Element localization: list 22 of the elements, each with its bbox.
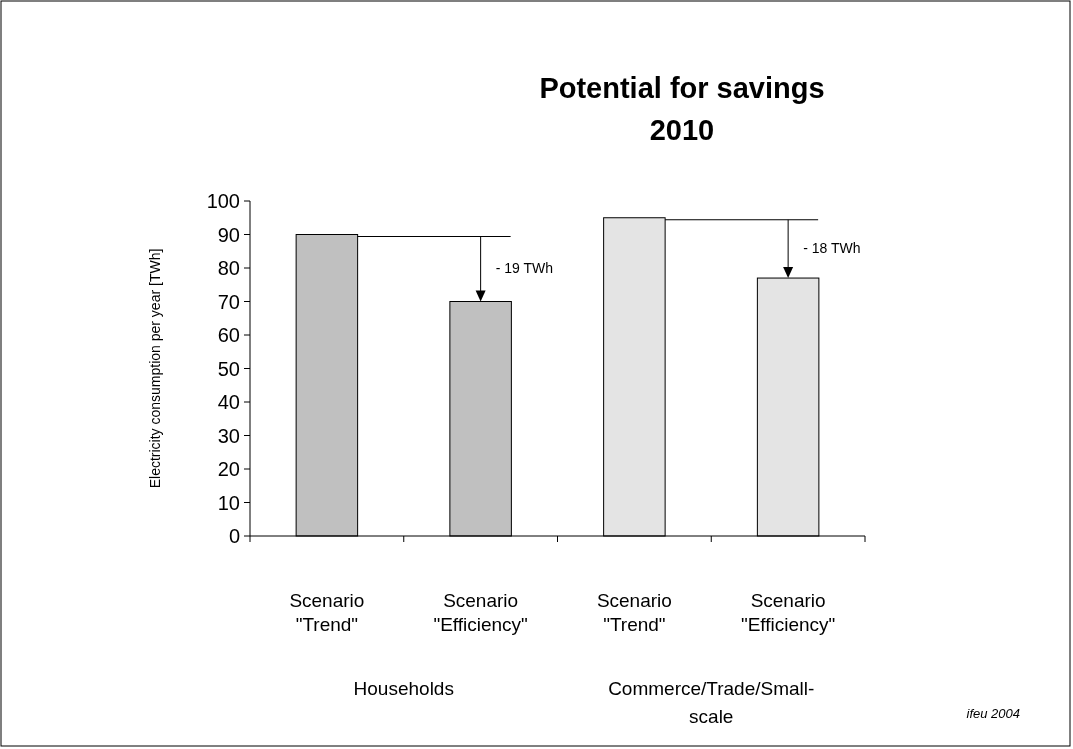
y-tick-label: 100 [206,190,240,212]
text: Commerce/Trade/Small- scale [608,678,815,727]
chart-title: Potential for savings 2010 [539,72,825,146]
x-tick-label: Scenario "Efficiency" [740,590,836,635]
x-tick-label: Scenario "Trend" [289,590,365,635]
y-tick-label: 40 [217,391,240,413]
y-tick-label: 20 [217,458,240,480]
y-axis-title: Electricity consumption per year [TWh] [147,248,163,489]
y-tick-label: 10 [217,491,240,514]
y-tick-label: 30 [217,424,240,447]
x-tick-label: Scenario "Trend" [596,590,672,635]
y-tick-label: 70 [217,290,240,313]
y-tick-label: 90 [217,223,240,246]
x-tick-label: Scenario "Efficiency" [433,590,528,635]
text: ifeu 2004 [966,706,1020,721]
text: Households [353,678,454,699]
y-tick-label: 0 [228,525,240,547]
y-tick-label: 60 [217,324,240,346]
annotation: - 19 TWh [495,260,553,276]
y-tick-label: 80 [217,257,240,279]
y-tick-label: 50 [217,357,240,380]
annotation: - 18 TWh [803,239,861,256]
